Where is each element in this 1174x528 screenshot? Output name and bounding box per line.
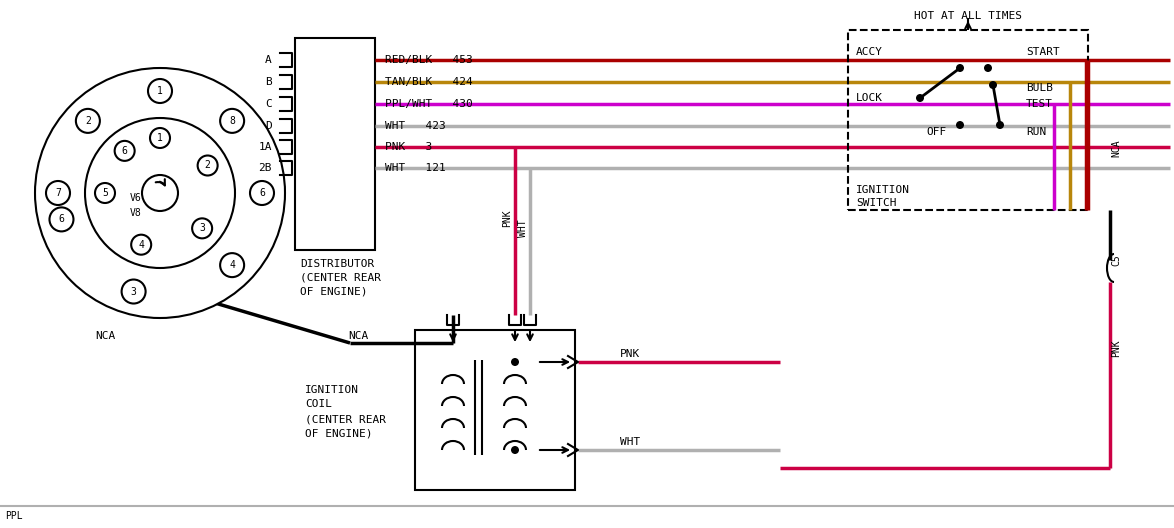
Circle shape xyxy=(35,68,285,318)
Text: (CENTER REAR: (CENTER REAR xyxy=(305,415,386,425)
Circle shape xyxy=(148,79,173,103)
Text: 1: 1 xyxy=(157,86,163,96)
Text: HOT AT ALL TIMES: HOT AT ALL TIMES xyxy=(915,11,1023,21)
Circle shape xyxy=(511,358,519,366)
Circle shape xyxy=(131,234,151,254)
Text: 7: 7 xyxy=(55,188,61,198)
Text: 3: 3 xyxy=(200,223,205,233)
Text: 6: 6 xyxy=(259,188,265,198)
Circle shape xyxy=(150,128,170,148)
Text: RED/BLK   453: RED/BLK 453 xyxy=(385,55,473,65)
Text: 3: 3 xyxy=(130,287,136,297)
Circle shape xyxy=(49,208,74,231)
Text: BULB: BULB xyxy=(1026,83,1053,93)
Circle shape xyxy=(984,64,992,72)
Text: 2: 2 xyxy=(204,161,210,171)
Circle shape xyxy=(46,181,70,205)
Text: IGNITION: IGNITION xyxy=(305,385,359,395)
Text: COIL: COIL xyxy=(305,399,332,409)
Text: NCA: NCA xyxy=(348,331,369,341)
Text: ACCY: ACCY xyxy=(856,47,883,57)
Bar xyxy=(414,330,575,490)
Circle shape xyxy=(956,64,964,72)
Circle shape xyxy=(122,279,146,304)
Text: C5: C5 xyxy=(1111,254,1121,266)
Circle shape xyxy=(511,446,519,454)
Text: 4: 4 xyxy=(139,240,144,250)
Text: RUN: RUN xyxy=(1026,127,1046,137)
Bar xyxy=(295,38,375,250)
Text: A: A xyxy=(265,55,272,65)
Circle shape xyxy=(250,181,274,205)
Circle shape xyxy=(193,219,212,238)
Text: C: C xyxy=(265,99,272,109)
Text: V6: V6 xyxy=(130,193,142,203)
Text: V8: V8 xyxy=(130,208,142,218)
Circle shape xyxy=(220,253,244,277)
Text: TEST: TEST xyxy=(1026,99,1053,109)
Text: WHT: WHT xyxy=(620,437,640,447)
Text: D: D xyxy=(265,121,272,131)
Circle shape xyxy=(76,109,100,133)
Text: 1A: 1A xyxy=(258,142,272,152)
Text: 1: 1 xyxy=(157,133,163,143)
Text: 5: 5 xyxy=(102,188,108,198)
Text: PPL: PPL xyxy=(5,511,22,521)
Text: PNK   3: PNK 3 xyxy=(385,142,432,152)
Text: NCA: NCA xyxy=(95,331,115,341)
Text: IGNITION: IGNITION xyxy=(856,185,910,195)
Text: WHT: WHT xyxy=(518,219,528,237)
Text: NCA: NCA xyxy=(1111,139,1121,157)
Circle shape xyxy=(220,109,244,133)
Text: 6: 6 xyxy=(122,146,128,156)
Text: OF ENGINE): OF ENGINE) xyxy=(301,287,367,297)
Text: 4: 4 xyxy=(229,260,235,270)
Text: OF ENGINE): OF ENGINE) xyxy=(305,429,372,439)
Text: 6: 6 xyxy=(59,214,65,224)
Text: (CENTER REAR: (CENTER REAR xyxy=(301,273,382,283)
Circle shape xyxy=(85,118,235,268)
Text: PNK: PNK xyxy=(1111,339,1121,357)
Circle shape xyxy=(197,156,217,175)
Circle shape xyxy=(115,141,135,161)
Text: 2: 2 xyxy=(85,116,90,126)
Text: TAN/BLK   424: TAN/BLK 424 xyxy=(385,77,473,87)
Circle shape xyxy=(956,121,964,129)
Text: LOCK: LOCK xyxy=(856,93,883,103)
Text: 8: 8 xyxy=(229,116,235,126)
Text: PNK: PNK xyxy=(620,349,640,359)
Text: WHT   121: WHT 121 xyxy=(385,163,446,173)
Circle shape xyxy=(95,183,115,203)
Text: OFF: OFF xyxy=(926,127,946,137)
Text: WHT   423: WHT 423 xyxy=(385,121,446,131)
Circle shape xyxy=(989,81,997,89)
Text: PPL/WHT   430: PPL/WHT 430 xyxy=(385,99,473,109)
Text: B: B xyxy=(265,77,272,87)
Text: 2B: 2B xyxy=(258,163,272,173)
Circle shape xyxy=(916,94,924,102)
Text: START: START xyxy=(1026,47,1060,57)
Circle shape xyxy=(996,121,1004,129)
Circle shape xyxy=(142,175,178,211)
Text: DISTRIBUTOR: DISTRIBUTOR xyxy=(301,259,375,269)
Bar xyxy=(848,30,1088,210)
Text: SWITCH: SWITCH xyxy=(856,198,897,208)
Text: PNK: PNK xyxy=(502,209,512,227)
